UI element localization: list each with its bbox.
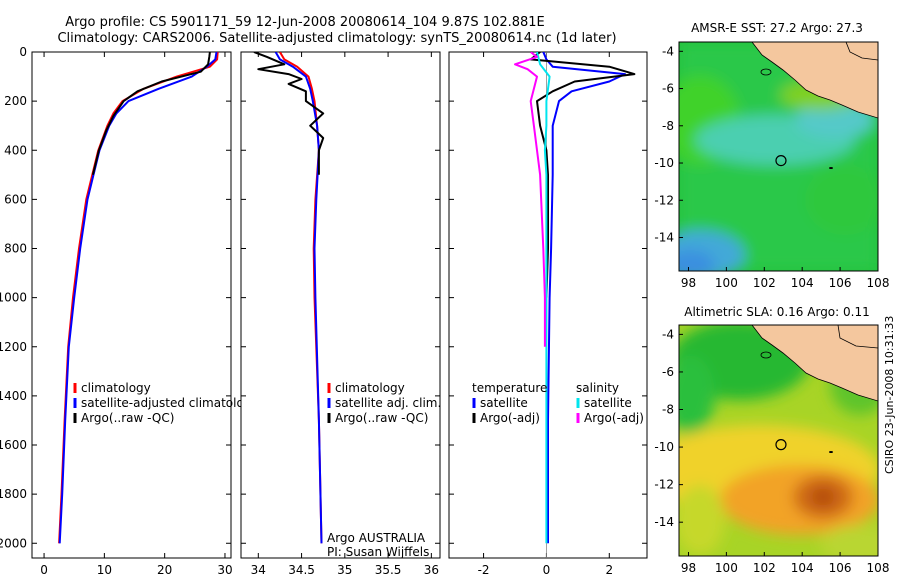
y-tick-label: 800 <box>4 242 27 256</box>
series-group <box>58 52 219 544</box>
map-y-tick-label: -14 <box>654 515 674 529</box>
y-tick-label: 0 <box>19 45 27 59</box>
map-y-tick-label: -6 <box>662 365 674 379</box>
sst-land-borneo <box>845 42 878 61</box>
plot-frame <box>31 51 232 559</box>
map-y-tick-label: -4 <box>662 327 674 341</box>
y-tick-label: 1600 <box>0 438 27 452</box>
x-tick-label: 20 <box>157 563 172 577</box>
header-title-line2: Climatology: CARS2006. Satellite-adjuste… <box>57 31 616 46</box>
map-x-tick-label: 108 <box>867 561 890 575</box>
x-tick-label: 36 <box>424 563 439 577</box>
x-tick-label: 2 <box>605 563 613 577</box>
legend-label: climatology <box>335 381 405 395</box>
x-tick-label: 35.5 <box>375 563 402 577</box>
x-tick-label: -2 <box>478 563 490 577</box>
annotation-text: Argo AUSTRALIA <box>327 531 426 545</box>
series-group <box>253 52 325 544</box>
map-y-tick-label: -12 <box>654 478 674 492</box>
map-y-tick-label: -8 <box>662 403 674 417</box>
sst-map-title: AMSR-E SST: 27.2 Argo: 27.3 <box>691 21 863 35</box>
sst-island <box>760 68 772 76</box>
y-tick-label: 2000 <box>0 536 27 550</box>
y-tick-label: 1200 <box>0 340 27 354</box>
map-y-tick-label: -12 <box>654 193 674 207</box>
legend-label: Argo(-adj) <box>480 411 540 425</box>
sst-argo-position-marker <box>775 154 787 167</box>
y-tick-label: 1400 <box>0 389 27 403</box>
sla-christmas-island <box>829 451 833 453</box>
footer-stamp: CSIRO 23-Jun-2008 10:31:33 <box>883 316 896 474</box>
sst-map: AMSR-E SST: 27.2 Argo: 27.3 98 100 102 104 1… <box>654 21 889 290</box>
map-x-tick-label: 102 <box>753 561 776 575</box>
x-tick-label: 0 <box>40 563 48 577</box>
plot-frame <box>240 51 441 559</box>
legend-label: satellite <box>480 396 528 410</box>
map-x-tick-label: 98 <box>681 276 696 290</box>
series-line <box>91 52 211 176</box>
sla-land-sumatra-java <box>751 325 878 402</box>
y-tick-label: 600 <box>4 192 27 206</box>
map-x-tick-label: 100 <box>715 276 738 290</box>
map-x-tick-label: 106 <box>829 276 852 290</box>
y-tick-label: 1800 <box>0 487 27 501</box>
x-tick-label: 34.5 <box>288 563 315 577</box>
series-line <box>542 52 626 544</box>
sst-land-sumatra-java <box>751 42 878 119</box>
header-title-line1: Argo profile: CS 5901171_59 12-Jun-2008 … <box>65 15 545 30</box>
y-tick-label: 400 <box>4 143 27 157</box>
sla-map: Altimetric SLA: 0.16 Argo: 0.11 98 100 102… <box>654 305 890 575</box>
map-x-tick-label: 106 <box>829 561 852 575</box>
x-tick-label: 0 <box>543 563 551 577</box>
legend-header: salinity <box>576 381 619 395</box>
map-y-tick-label: -14 <box>654 230 674 244</box>
sla-land-borneo <box>837 325 878 349</box>
difference-plot: -202difference from climatologytemperatu… <box>448 51 648 580</box>
legend-label: satellite <box>584 396 632 410</box>
sst-field <box>679 42 878 271</box>
legend-label: satellite adj. clim. <box>335 396 441 410</box>
sla-map-title: Altimetric SLA: 0.16 Argo: 0.11 <box>684 305 869 319</box>
y-tick-label: 200 <box>4 94 27 108</box>
legend-label: Argo(..raw -QC) <box>335 411 428 425</box>
sla-island <box>760 351 772 359</box>
map-y-tick-label: -10 <box>654 440 674 454</box>
legend-label: Argo(-adj) <box>584 411 644 425</box>
salinity-plot: 3434.53535.536salinityclimatologysatelli… <box>240 51 441 580</box>
legend-label: climatology <box>81 381 151 395</box>
map-x-tick-label: 108 <box>867 276 890 290</box>
map-x-tick-label: 102 <box>753 276 776 290</box>
sst-christmas-island <box>829 167 833 169</box>
x-tick-label: 10 <box>97 563 112 577</box>
x-tick-label: 35 <box>337 563 352 577</box>
map-y-tick-label: -8 <box>662 119 674 133</box>
temperature-plot: 0102030temperature0200400600800100012001… <box>0 45 259 580</box>
x-tick-label: 30 <box>217 563 232 577</box>
legend-header: temperature <box>472 381 547 395</box>
map-x-tick-label: 104 <box>791 561 814 575</box>
map-x-tick-label: 98 <box>681 561 696 575</box>
map-y-tick-label: -4 <box>662 44 674 58</box>
series-line <box>536 52 551 544</box>
legend-label: Argo(..raw -QC) <box>81 411 174 425</box>
map-x-tick-label: 100 <box>715 561 738 575</box>
annotation-text: PI: Susan Wijffels <box>327 545 429 559</box>
series-line <box>529 52 636 298</box>
series-line <box>274 52 323 544</box>
map-x-tick-label: 104 <box>791 276 814 290</box>
y-tick-label: 1000 <box>0 291 27 305</box>
map-y-tick-label: -6 <box>662 82 674 96</box>
sla-argo-position-marker <box>775 439 787 451</box>
series-line <box>514 52 546 347</box>
series-group <box>514 52 636 544</box>
map-y-tick-label: -10 <box>654 156 674 170</box>
series-line <box>253 52 325 175</box>
x-tick-label: 34 <box>251 563 266 577</box>
legend-label: satellite-adjusted climatology <box>81 396 259 410</box>
